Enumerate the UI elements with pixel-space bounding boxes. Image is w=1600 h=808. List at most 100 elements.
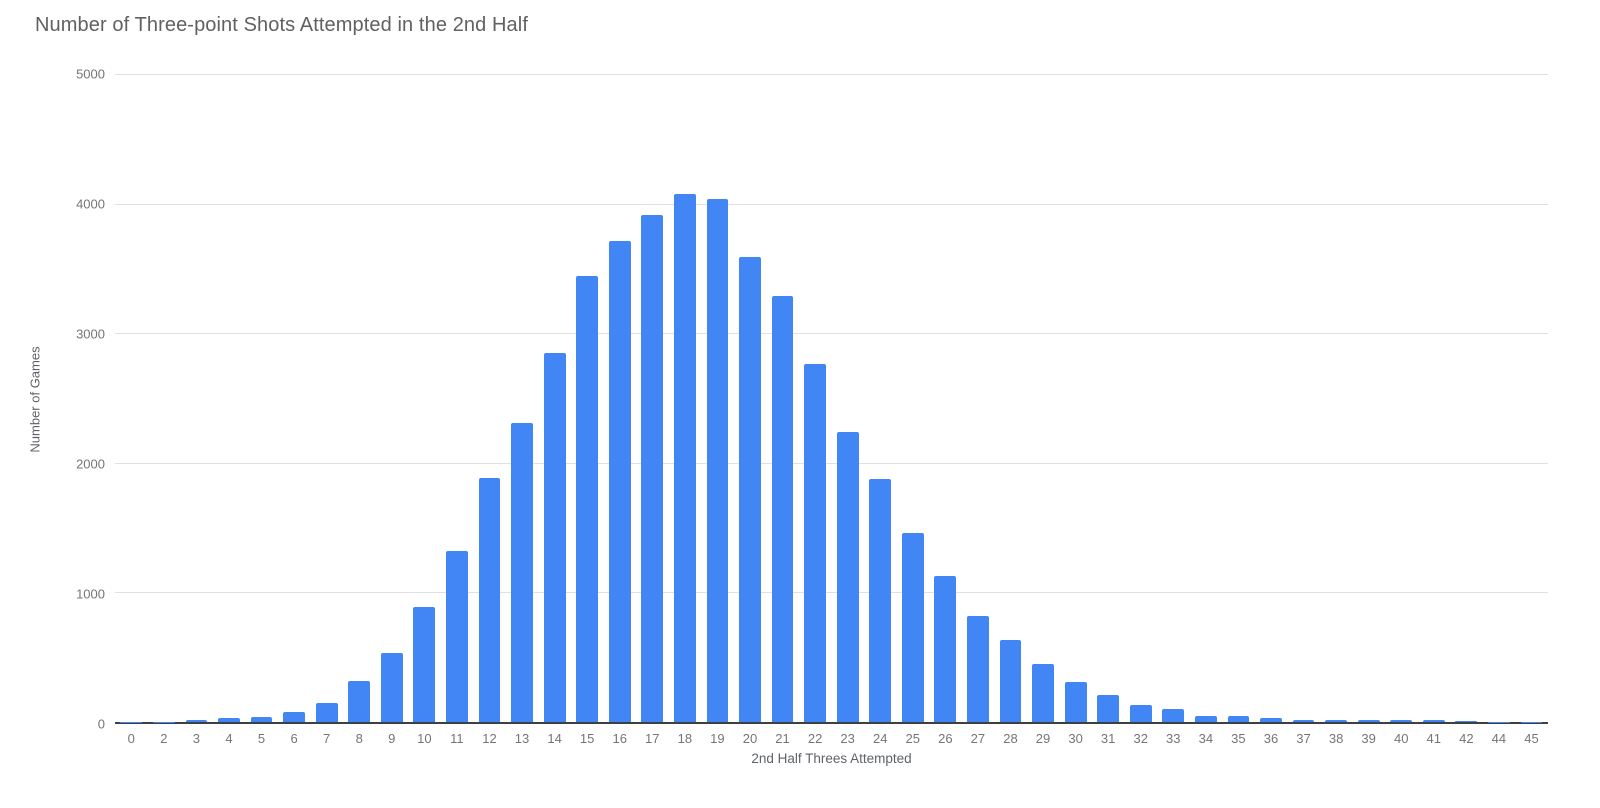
bar-column: 40 [1385,74,1418,746]
bar-29[interactable] [1032,663,1054,722]
x-tick-label: 21 [775,731,790,746]
bar-12[interactable] [478,477,501,722]
bar-34[interactable] [1194,715,1217,722]
x-tick-label: 34 [1198,731,1214,746]
x-tick-label: 14 [547,731,562,746]
bar-column: 12 [473,74,506,746]
bar-7[interactable] [315,702,338,722]
x-axis-title: 2nd Half Threes Attempted [751,751,912,766]
bar-26[interactable] [934,576,957,722]
bar-10[interactable] [413,607,436,722]
bar-35[interactable] [1227,716,1250,722]
x-tick-label: 26 [938,731,953,746]
bar-32[interactable] [1129,704,1152,722]
bar-15[interactable] [576,276,599,722]
x-tick-label: 15 [579,731,595,746]
bar-column: 4 [213,74,246,746]
bar-5[interactable] [250,716,273,722]
bar-38[interactable] [1325,720,1347,722]
bar-20[interactable] [739,256,761,722]
bar-16[interactable] [608,241,631,722]
bar-28[interactable] [999,640,1022,722]
bar-39[interactable] [1357,720,1380,722]
bar-18[interactable] [673,193,696,722]
bar-column: 38 [1320,74,1353,746]
x-tick-label: 35 [1231,731,1246,746]
bar-column: 2 [148,74,181,746]
bar-30[interactable] [1064,682,1087,722]
bar-column: 16 [603,74,636,746]
x-tick-label: 10 [417,731,432,746]
y-tick-label: 4000 [76,196,105,212]
x-tick-label: 40 [1393,731,1409,746]
x-tick-label: 29 [1035,731,1051,746]
bar-3[interactable] [185,720,208,722]
bar-column: 25 [897,74,930,746]
y-tick-label: 2000 [76,456,105,472]
gridline [115,333,1548,335]
x-tick-label: 33 [1166,731,1181,746]
x-tick-label: 7 [323,731,331,746]
bar-column: 34 [1190,74,1223,746]
x-tick-label: 36 [1263,731,1279,746]
bar-9[interactable] [380,652,403,722]
bar-13[interactable] [511,423,533,722]
x-tick-label: 22 [807,731,823,746]
bar-40[interactable] [1390,720,1413,722]
bar-column: 39 [1352,74,1385,746]
x-tick-label: 3 [192,731,201,746]
bar-column: 15 [571,74,604,746]
bar-36[interactable] [1260,718,1282,722]
bar-column: 37 [1287,74,1320,746]
y-tick-label: 5000 [76,66,105,82]
x-tick-label: 12 [482,731,497,746]
x-tick-label: 23 [840,731,855,746]
bar-17[interactable] [641,215,664,722]
x-tick-label: 31 [1100,731,1116,746]
bar-column: 21 [766,74,799,746]
bar-column: 26 [929,74,962,746]
bar-6[interactable] [283,712,305,722]
x-tick-label: 25 [905,731,921,746]
x-tick-label: 45 [1524,731,1539,746]
bar-24[interactable] [869,479,892,722]
bar-33[interactable] [1162,709,1185,722]
bar-column: 22 [799,74,832,746]
bar-25[interactable] [901,533,924,722]
bar-21[interactable] [771,295,794,722]
bar-22[interactable] [804,364,826,722]
bar-column: 42 [1450,74,1483,746]
bar-column: 27 [962,74,995,746]
bar-19[interactable] [706,199,729,722]
bar-columns: 0 2 3 4 5 6 7 8 9 10 11 12 13 14 15 16 17 18 19 20 21 22 23 24 2… [115,74,1548,746]
bar-31[interactable] [1097,694,1120,722]
bar-27[interactable] [967,615,989,722]
bar-column: 13 [506,74,539,746]
bar-column: 19 [701,74,734,746]
x-tick-label: 27 [970,731,986,746]
x-tick-label: 0 [127,731,135,746]
x-tick-label: 16 [612,731,627,746]
bar-column: 0 [115,74,148,746]
bar-column: 8 [343,74,376,746]
bar-42[interactable] [1455,721,1478,722]
x-tick-label: 5 [257,731,266,746]
bar-column: 30 [1059,74,1092,746]
bar-column: 28 [994,74,1027,746]
x-tick-label: 6 [290,731,298,746]
bar-column: 6 [278,74,311,746]
x-tick-label: 30 [1068,731,1083,746]
bar-column: 20 [734,74,767,746]
y-tick-label: 3000 [76,326,105,342]
bar-4[interactable] [218,718,240,722]
x-tick-label: 20 [742,731,758,746]
bar-14[interactable] [543,353,566,722]
x-tick-label: 2 [160,731,168,746]
bar-37[interactable] [1292,719,1315,722]
bar-11[interactable] [446,550,468,722]
bar-41[interactable] [1422,720,1445,722]
bar-8[interactable] [348,680,371,722]
bar-column: 11 [441,74,474,746]
x-tick-label: 24 [872,731,888,746]
bar-23[interactable] [836,432,859,722]
